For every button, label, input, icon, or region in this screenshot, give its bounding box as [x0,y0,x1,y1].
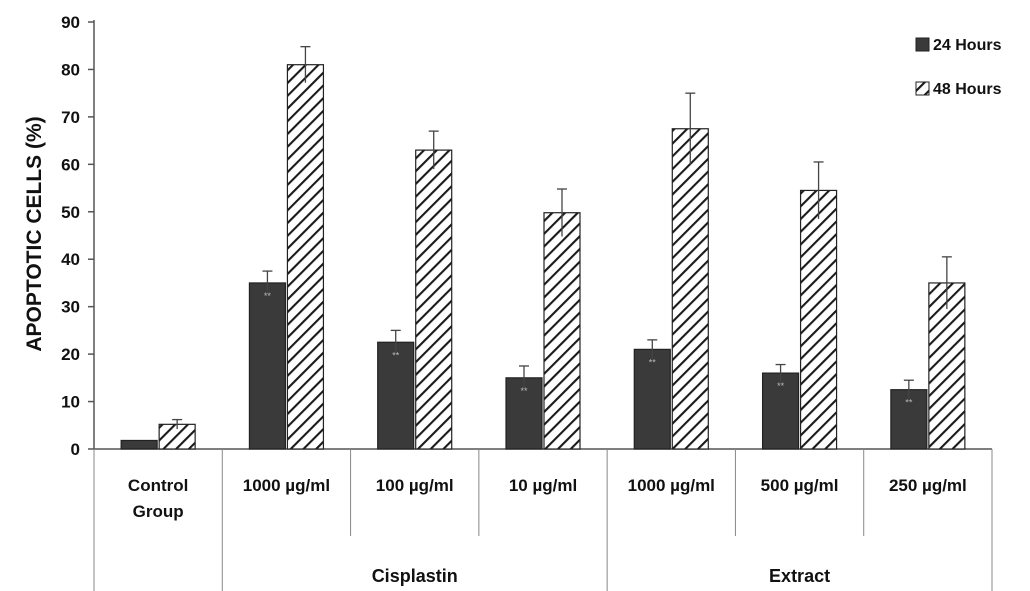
x-category-label: 1000 µg/ml [628,476,715,495]
significance-marker: ** [520,386,528,396]
x-category-label: 10 µg/ml [509,476,577,495]
x-category-label: 100 µg/ml [376,476,454,495]
bar-24-hours [248,282,287,450]
y-tick-label: 50 [61,203,80,222]
significance-marker: ** [392,350,400,360]
axes: 0 10 20 30 40 50 60 70 80 90 [61,13,992,459]
y-tick-label: 40 [61,250,80,269]
x-category-label: 1000 µg/ml [243,476,330,495]
legend-swatch-24-hours [915,37,930,52]
bar-48-hours [415,149,453,450]
bar-24-hours [120,439,158,450]
significance-marker: ** [905,398,913,408]
bar-48-hours [543,212,581,450]
y-tick-label: 0 [71,440,80,459]
y-tick-label: 80 [61,60,80,79]
bar-48-hours [671,128,709,450]
legend: 24 Hours 48 Hours [915,37,1002,98]
y-tick-label: 60 [61,155,80,174]
bars: ** ** ** ** ** ** [120,46,966,450]
bar-48-hours [928,282,966,450]
y-axis-title-group: APOPTOTIC CELLS (%) [23,116,46,351]
legend-label: 48 Hours [933,81,1002,98]
y-tick-label: 10 [61,393,80,412]
bar-48-hours [799,189,838,450]
significance-marker: ** [264,291,272,301]
y-tick-label: 20 [61,345,80,364]
bar-48-hours [286,64,325,450]
x-category-label: Control [128,476,188,495]
x-category-label: 500 µg/ml [761,476,839,495]
x-group-label: Extract [769,566,830,586]
significance-marker: ** [649,357,657,367]
bar-24-hours [377,341,415,450]
bar-24-hours [890,389,928,450]
bar-24-hours [633,348,671,450]
y-tick-label: 70 [61,108,80,127]
significance-marker: ** [777,381,785,391]
legend-swatch-48-hours [915,81,930,96]
x-category-labels: Control Group 1000 µg/ml 100 µg/ml 10 µg/ml 1… [93,449,993,591]
bar-24-hours [761,372,800,450]
y-tick-label: 30 [61,298,80,317]
legend-label: 24 Hours [933,37,1002,54]
y-axis-title: APOPTOTIC CELLS (%) [23,116,46,351]
y-tick-label: 90 [61,13,80,32]
x-group-label: Cisplastin [372,566,458,586]
x-category-label: 250 µg/ml [889,476,967,495]
x-category-label: Group [133,502,184,521]
